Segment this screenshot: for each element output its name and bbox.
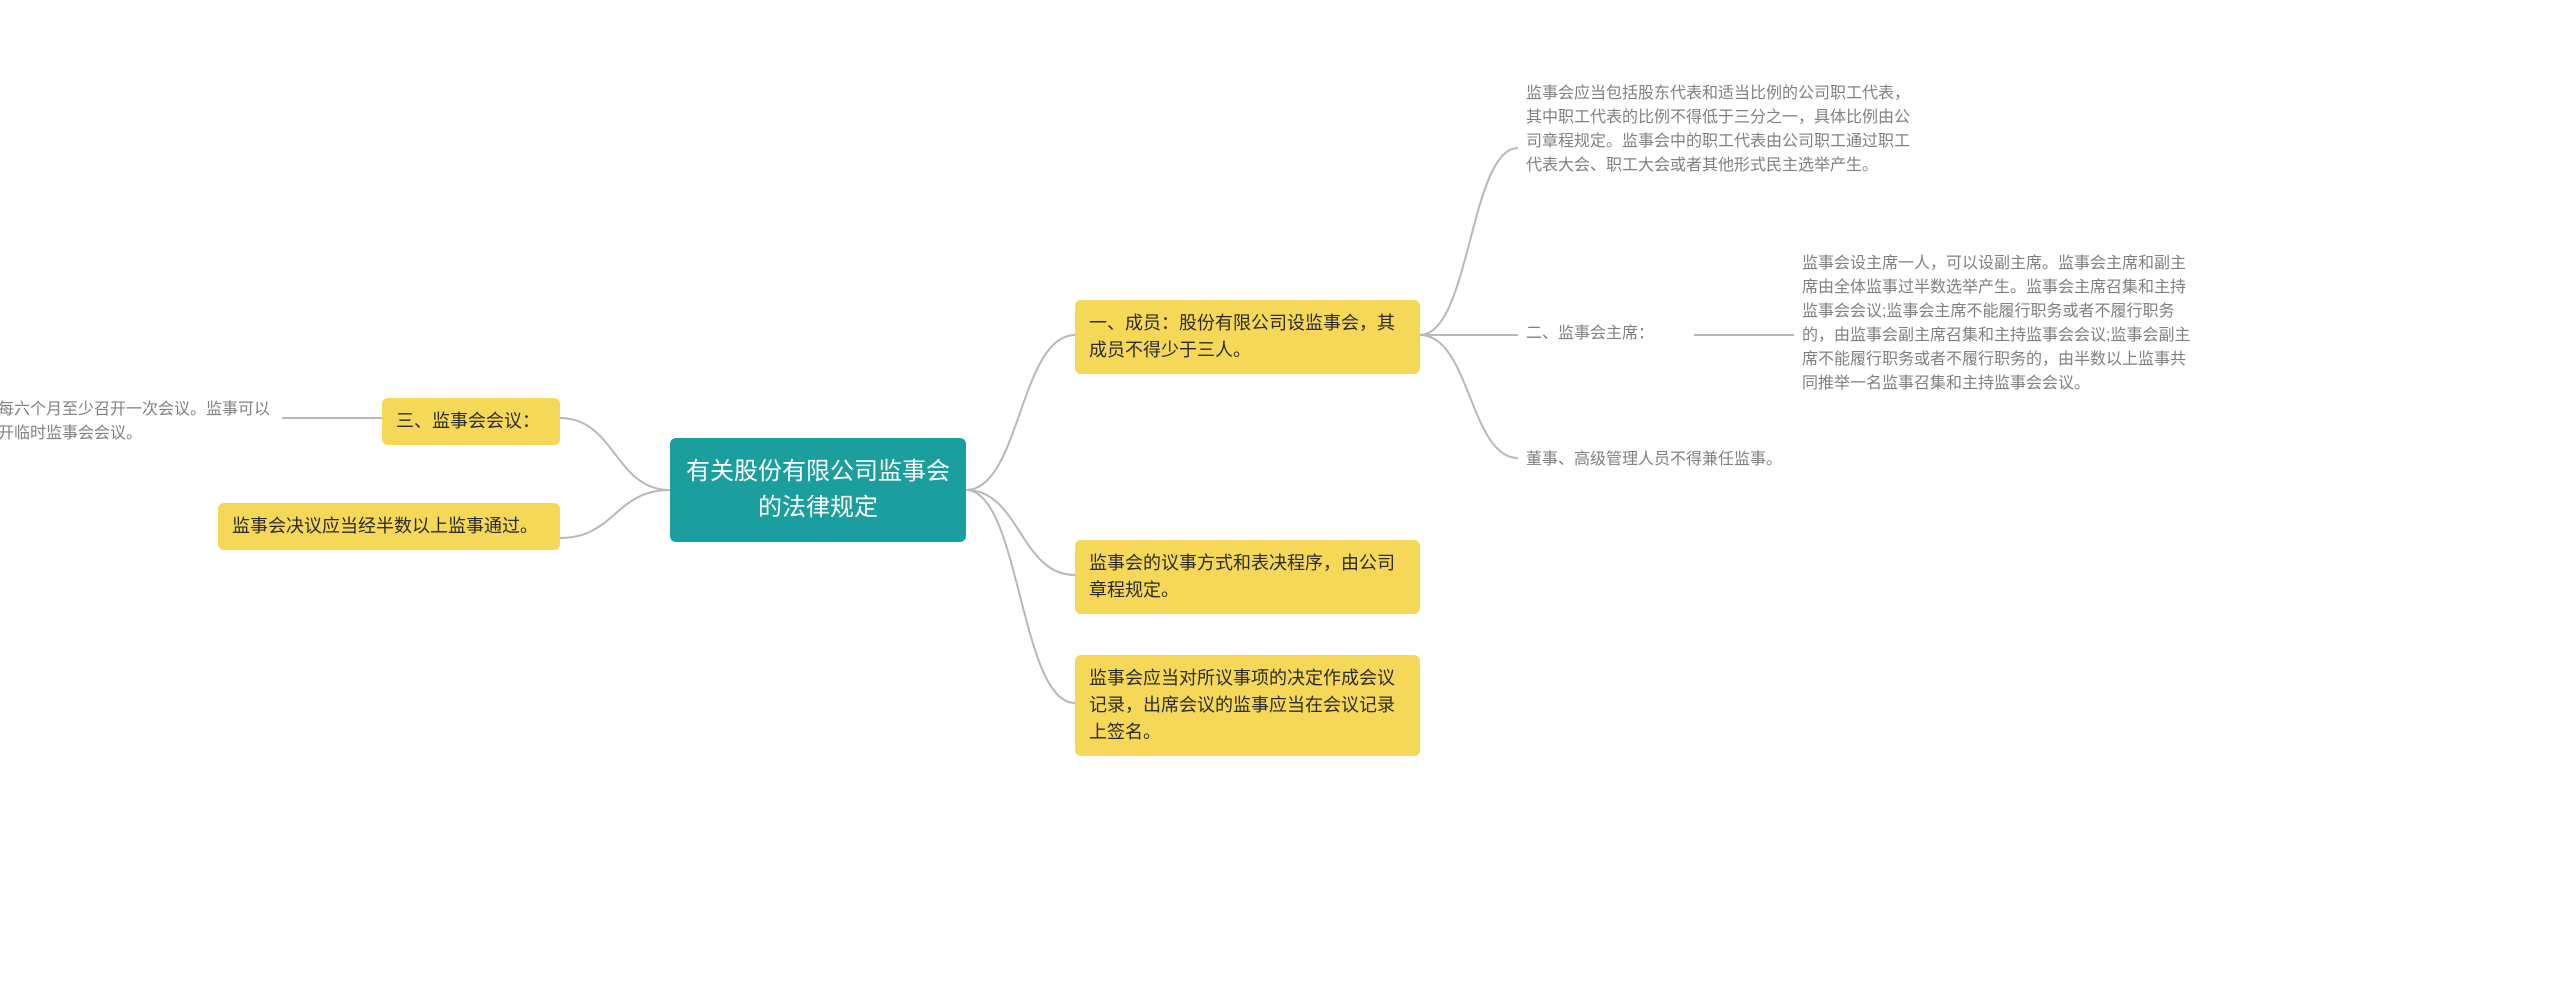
branch-minutes: 监事会应当对所议事项的决定作成会议记录，出席会议的监事应当在会议记录上签名。 [1075,655,1420,756]
sub-chairman: 二、监事会主席： [1518,318,1694,350]
branch-meetings: 三、监事会会议： [382,398,560,445]
branch-minutes-text: 监事会应当对所议事项的决定作成会议记录，出席会议的监事应当在会议记录上签名。 [1089,668,1395,742]
branch-procedure-text: 监事会的议事方式和表决程序，由公司章程规定。 [1089,553,1395,600]
leaf-chairman-detail: 监事会设主席一人，可以设副主席。监事会主席和副主席由全体监事过半数选举产生。监事… [1794,248,2204,400]
leaf-meeting-frequency: 监事会每六个月至少召开一次会议。监事可以提议召开临时监事会会议。 [0,394,282,450]
branch-resolution-text: 监事会决议应当经半数以上监事通过。 [232,516,538,536]
leaf-composition: 监事会应当包括股东代表和适当比例的公司职工代表，其中职工代表的比例不得低于三分之… [1518,78,1928,182]
leaf-no-dual-role: 董事、高级管理人员不得兼任监事。 [1518,444,1858,476]
leaf-composition-text: 监事会应当包括股东代表和适当比例的公司职工代表，其中职工代表的比例不得低于三分之… [1526,85,1910,174]
branch-procedure: 监事会的议事方式和表决程序，由公司章程规定。 [1075,540,1420,614]
mindmap-root: 有关股份有限公司监事会的法律规定 [670,438,966,542]
branch-meetings-text: 三、监事会会议： [396,411,540,431]
sub-chairman-text: 二、监事会主席： [1526,325,1654,342]
branch-members-text: 一、成员：股份有限公司设监事会，其成员不得少于三人。 [1089,313,1395,360]
leaf-chairman-detail-text: 监事会设主席一人，可以设副主席。监事会主席和副主席由全体监事过半数选举产生。监事… [1802,255,2190,392]
leaf-meeting-frequency-text: 监事会每六个月至少召开一次会议。监事可以提议召开临时监事会会议。 [0,401,270,442]
leaf-no-dual-role-text: 董事、高级管理人员不得兼任监事。 [1526,451,1782,468]
branch-members: 一、成员：股份有限公司设监事会，其成员不得少于三人。 [1075,300,1420,374]
connectors-layer [0,0,2560,995]
root-text: 有关股份有限公司监事会的法律规定 [684,454,952,526]
branch-resolution: 监事会决议应当经半数以上监事通过。 [218,503,560,550]
